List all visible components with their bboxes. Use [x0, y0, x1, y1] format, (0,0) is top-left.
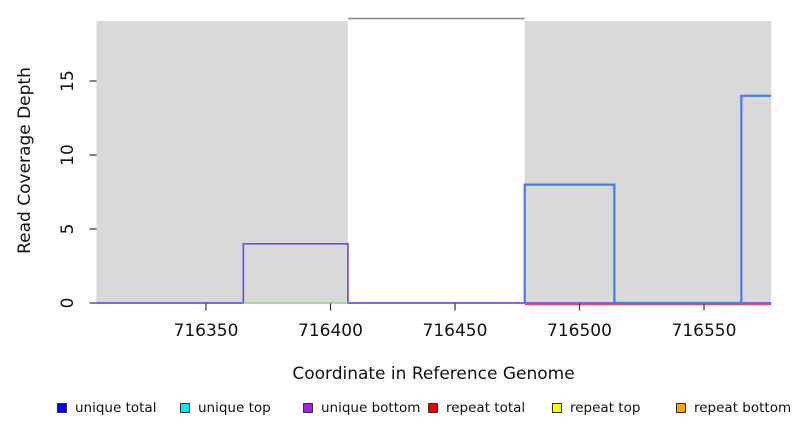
- x-tick-label: 716350: [174, 321, 239, 341]
- x-tick-label: 716450: [423, 321, 488, 341]
- x-axis-title: Coordinate in Reference Genome: [292, 364, 574, 384]
- x-tick-label: 716500: [547, 321, 612, 341]
- y-tick-label: 0: [58, 298, 78, 309]
- background-region: [96, 21, 348, 303]
- y-axis-title: Read Coverage Depth: [15, 67, 35, 254]
- x-tick-label: 716400: [298, 321, 363, 341]
- y-tick-label: 15: [58, 70, 78, 92]
- background-region: [524, 21, 772, 303]
- coverage-series-unique-total-unique-bottom-overlap: [96, 242, 772, 304]
- coverage-series-unique-total: [523, 94, 772, 305]
- x-tick-label: 716550: [672, 321, 737, 341]
- y-tick-label: 5: [58, 224, 78, 235]
- y-tick-label: 10: [58, 144, 78, 166]
